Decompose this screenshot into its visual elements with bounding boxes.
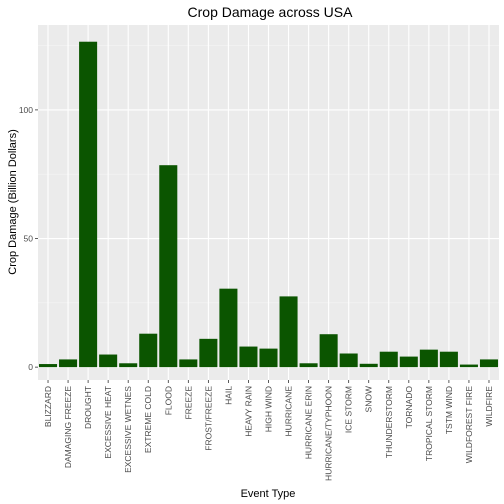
bar bbox=[179, 359, 198, 368]
x-tick-label: TROPICAL STORM bbox=[424, 386, 434, 461]
bar bbox=[139, 333, 158, 368]
x-tick-label: WILDFOREST FIRE bbox=[464, 386, 474, 464]
x-tick-label: SNOW bbox=[364, 386, 374, 412]
bar bbox=[399, 356, 418, 368]
chart-title: Crop Damage across USA bbox=[188, 4, 354, 20]
x-tick-label: FLOOD bbox=[163, 386, 173, 415]
bar bbox=[359, 363, 378, 368]
bar bbox=[459, 364, 478, 368]
x-tick-label: WILDFIRE bbox=[484, 386, 494, 427]
x-tick-label: DROUGHT bbox=[83, 386, 93, 429]
x-tick-label: TORNADO bbox=[404, 386, 414, 429]
bar bbox=[39, 364, 58, 368]
x-tick-label: HIGH WIND bbox=[264, 386, 274, 432]
bar bbox=[199, 338, 218, 368]
x-tick-label: HURRICANE bbox=[284, 386, 294, 437]
bars bbox=[39, 41, 498, 368]
bar bbox=[239, 346, 258, 368]
bar bbox=[159, 165, 178, 368]
bar bbox=[379, 351, 398, 368]
y-tick-label: 0 bbox=[28, 362, 33, 372]
y-axis-title: Crop Damage (Billion Dollars) bbox=[7, 129, 19, 275]
x-tick-label: DAMAGING FREEZE bbox=[63, 386, 73, 469]
bar bbox=[299, 363, 318, 368]
bar bbox=[439, 351, 458, 368]
x-tick-label: THUNDERSTORM bbox=[384, 386, 394, 458]
x-tick-label: HAIL bbox=[223, 386, 233, 405]
bar bbox=[259, 348, 278, 368]
y-tick-label: 50 bbox=[24, 234, 34, 244]
bar bbox=[339, 353, 358, 368]
x-tick-label: BLIZZARD bbox=[43, 386, 53, 427]
x-tick-label: EXTREME COLD bbox=[143, 386, 153, 453]
y-axis: 0 50 100 bbox=[19, 105, 38, 372]
x-tick-label: HURRICANE/TYPHOON bbox=[324, 386, 334, 481]
bar bbox=[479, 359, 498, 368]
x-tick-label: HURRICANE ERIN bbox=[304, 386, 314, 459]
y-tick-label: 100 bbox=[19, 105, 33, 115]
bar bbox=[279, 296, 298, 368]
x-tick-label: HEAVY RAIN bbox=[243, 386, 253, 437]
x-tick-label: FROST/FREEZE bbox=[203, 386, 213, 451]
x-tick-label: TSTM WIND bbox=[444, 386, 454, 434]
x-axis: BLIZZARD DAMAGING FREEZE DROUGHT EXCESSIVE … bbox=[43, 380, 494, 481]
bar bbox=[59, 359, 78, 368]
bar bbox=[319, 334, 338, 368]
x-tick-label: EXCESSIVE WETNES bbox=[123, 386, 133, 473]
bar bbox=[99, 354, 118, 368]
bar bbox=[419, 349, 438, 368]
x-tick-label: ICE STORM bbox=[344, 386, 354, 433]
x-axis-title: Event Type bbox=[241, 488, 296, 500]
bar bbox=[119, 363, 138, 368]
bar bbox=[79, 41, 98, 368]
x-tick-label: EXCESSIVE HEAT bbox=[103, 386, 113, 459]
x-tick-label: FREEZE bbox=[183, 386, 193, 420]
bar bbox=[219, 288, 238, 368]
